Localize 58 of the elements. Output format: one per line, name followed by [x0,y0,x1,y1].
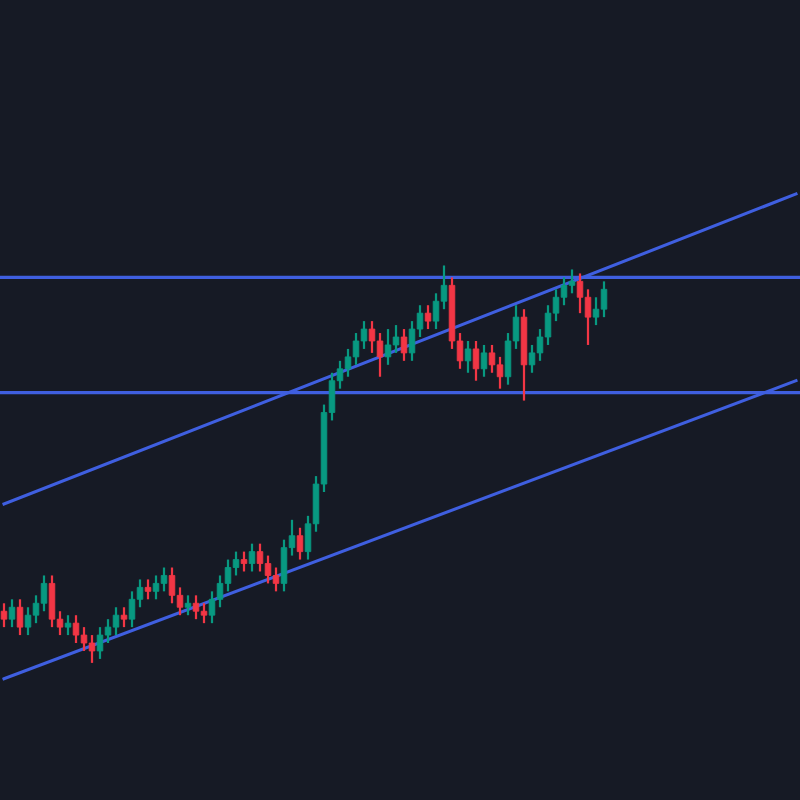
candlestick [160,566,168,593]
candlestick [72,614,80,645]
candlestick [112,606,120,637]
candlestick [248,542,256,573]
candlestick [424,304,432,331]
candlestick [64,614,72,637]
candlestick [584,288,592,347]
candlestick [192,594,200,621]
candlestick [264,554,272,585]
candlestick [272,566,280,593]
candlestick [232,550,240,577]
candlestick [496,355,504,390]
candlestick [544,304,552,347]
candlestick [408,320,416,362]
candlestick [384,327,392,366]
candlestick [376,331,384,378]
candlestick [16,598,24,637]
candlestick [48,574,56,629]
candlestick [88,633,96,664]
candlestick [568,268,576,295]
candlestick [96,626,104,661]
candlestick [432,292,440,331]
candlestick [576,272,584,315]
candlestick [256,542,264,573]
candlestick [296,526,304,561]
candlestick [280,538,288,593]
candlestick [352,331,360,366]
candlestick [80,626,88,653]
candlestick [216,574,224,609]
candlestick [400,327,408,362]
candlestick [360,320,368,351]
candlestick [120,606,128,629]
candlestick [224,558,232,593]
candlestick [168,566,176,605]
candlestick [592,296,600,327]
candlestick [240,550,248,573]
candlestick [128,590,136,629]
candlestick [560,276,568,307]
candlestick [528,343,536,374]
candlestick [600,280,608,319]
candlestick [104,618,112,645]
candlestick [520,308,528,402]
candlestick [24,606,32,637]
candlestick [480,343,488,378]
candlestick [144,578,152,601]
candlestick [0,602,8,629]
candlestick [472,339,480,382]
candlestick [200,602,208,625]
candlestick [8,598,16,629]
candlestick [184,594,192,617]
candlestick [344,347,352,378]
candlestick [152,574,160,601]
candlestick [208,590,216,625]
candlestick [368,320,376,355]
candlestick [392,323,400,355]
candlestick [40,574,48,613]
candlestick [464,339,472,374]
candlestick [488,343,496,374]
